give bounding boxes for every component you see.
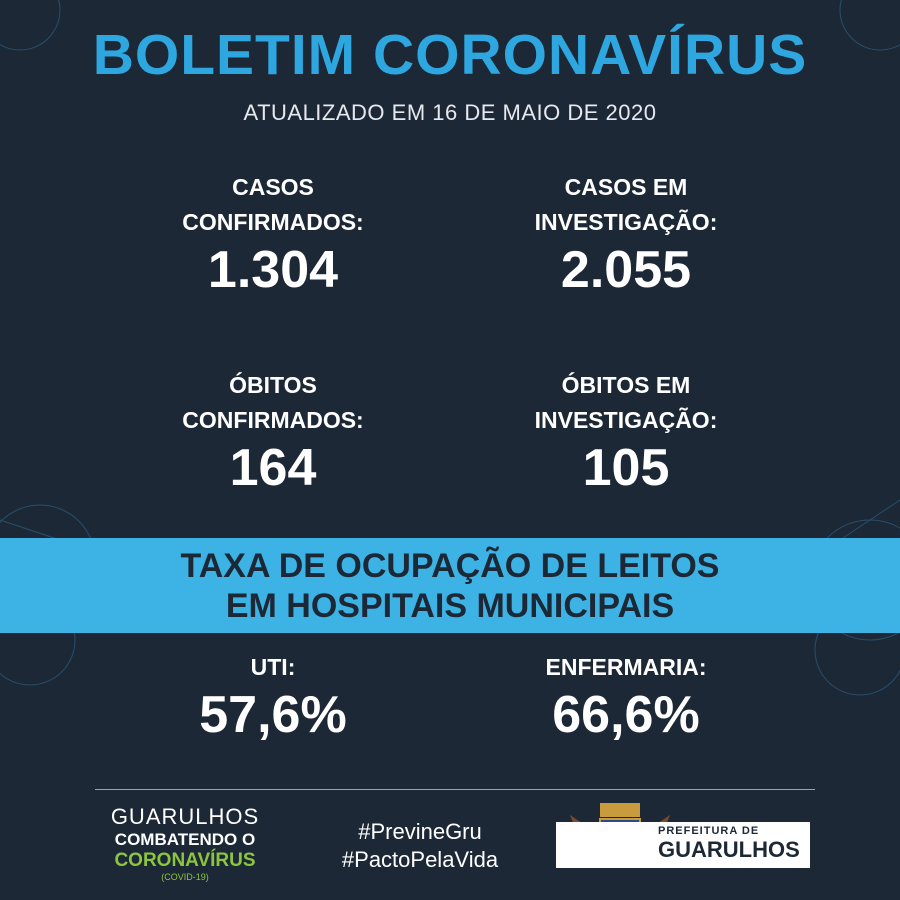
campaign-line: CORONAVÍRUS: [114, 850, 256, 871]
hashtag: #PrevineGru: [358, 819, 482, 844]
stat-value: 105: [582, 439, 670, 497]
stat-label: ÓBITOS EM: [561, 372, 691, 398]
logo-line: PREFEITURA DE: [658, 825, 760, 837]
campaign-line: GUARULHOS: [110, 804, 260, 829]
stat-card: ÓBITOS EM INVESTIGAÇÃO: 105: [426, 368, 826, 498]
logo: PREFEITURA DE GUARULHOS: [556, 822, 810, 868]
banner-line: TAXA DE OCUPAÇÃO DE LEITOS: [180, 547, 720, 585]
stat-label: INVESTIGAÇÃO:: [534, 209, 718, 235]
stat-label: CASOS EM: [564, 174, 688, 200]
stat-card: CASOS CONFIRMADOS: 1.304: [73, 170, 473, 300]
occupancy-label: ENFERMARIA:: [545, 654, 707, 680]
campaign-line: (COVID-19): [161, 872, 209, 882]
stat-value: 2.055: [560, 241, 692, 299]
occupancy-card: ENFERMARIA: 66,6%: [426, 650, 826, 745]
occupancy-value: 57,6%: [199, 686, 347, 744]
occupancy-label: UTI:: [250, 654, 296, 680]
subtitle: ATUALIZADO EM 16 DE MAIO DE 2020: [243, 100, 657, 125]
occupancy-value: 66,6%: [552, 686, 700, 744]
divider: [95, 789, 815, 790]
campaign: GUARULHOS COMBATENDO O CORONAVÍRUS (COVI…: [90, 804, 280, 883]
stat-label: CASOS: [232, 174, 314, 200]
stat-card: ÓBITOS CONFIRMADOS: 164: [73, 368, 473, 498]
title: BOLETIM CORONAVÍRUS: [92, 23, 808, 87]
stat-label: INVESTIGAÇÃO:: [534, 407, 718, 433]
stat-label: ÓBITOS: [229, 372, 317, 398]
campaign-line: COMBATENDO O: [114, 830, 256, 849]
stat-card: CASOS EM INVESTIGAÇÃO: 2.055: [426, 170, 826, 300]
banner-line: EM HOSPITAIS MUNICIPAIS: [225, 587, 675, 625]
stat-value: 1.304: [207, 241, 339, 299]
stat-label: CONFIRMADOS:: [182, 407, 364, 433]
stat-value: 164: [229, 439, 317, 497]
hashtags: #PrevineGru #PactoPelaVida: [315, 818, 525, 874]
hashtag: #PactoPelaVida: [341, 847, 499, 872]
banner: TAXA DE OCUPAÇÃO DE LEITOS EM HOSPITAIS …: [0, 538, 900, 633]
stat-label: CONFIRMADOS:: [182, 209, 364, 235]
logo-line: GUARULHOS: [658, 837, 800, 862]
occupancy-card: UTI: 57,6%: [73, 650, 473, 745]
